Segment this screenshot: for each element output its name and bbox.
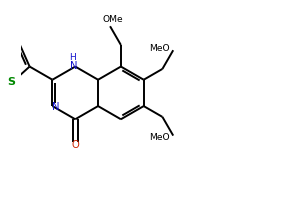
Text: N: N <box>70 61 78 71</box>
Text: OMe: OMe <box>102 15 123 24</box>
Text: H: H <box>69 53 76 62</box>
Text: O: O <box>71 140 79 150</box>
Text: MeO: MeO <box>149 133 169 142</box>
Text: N: N <box>52 102 59 112</box>
Text: S: S <box>7 77 15 87</box>
Text: MeO: MeO <box>149 44 169 53</box>
